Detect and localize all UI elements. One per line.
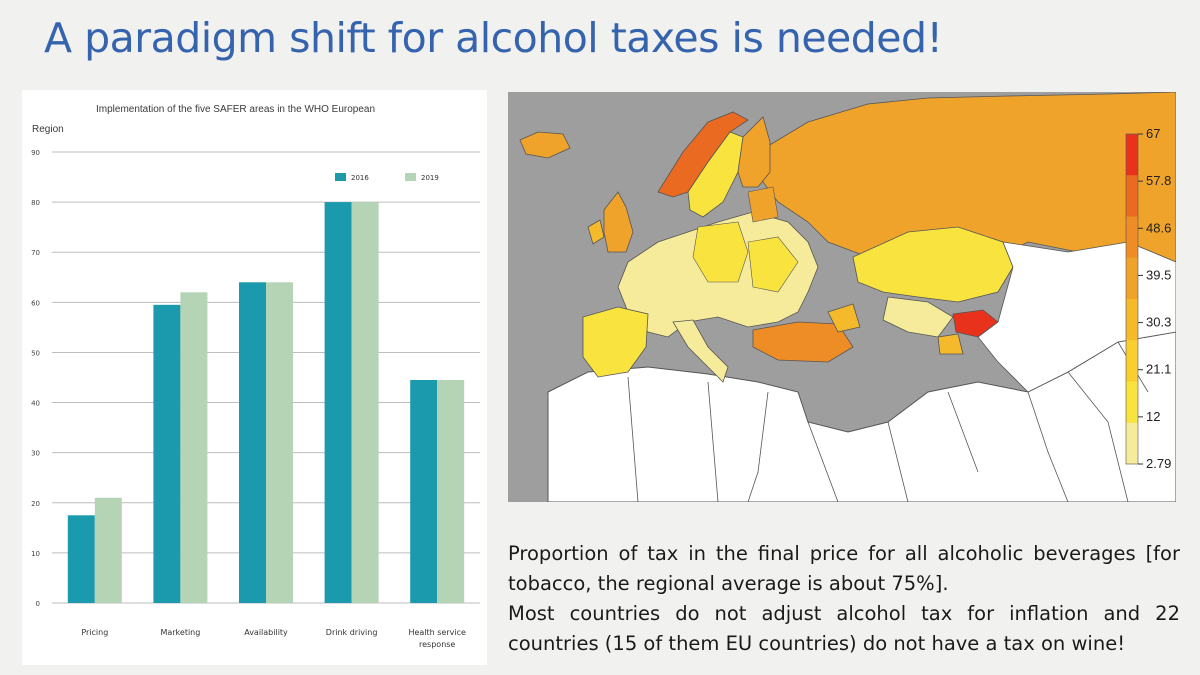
map-region-iberia — [582, 306, 649, 378]
europe-tax-map: 67 57.8 48.6 39.5 30.3 21.1 12 2.79 — [508, 92, 1176, 502]
legend-color-band — [1126, 257, 1138, 300]
legend-label-2019: 2019 — [421, 174, 439, 182]
map-legend: 67 57.8 48.6 39.5 30.3 21.1 12 2.79 — [1125, 126, 1171, 471]
bar-2019-availability — [266, 282, 293, 603]
bar-2016-availability — [239, 282, 266, 603]
legend-color-band — [1126, 381, 1138, 424]
y-tick-label: 0 — [36, 600, 40, 608]
bar-2016-pricing — [67, 515, 95, 603]
caption-line2: Most countries do not adjust alcohol tax… — [508, 602, 1180, 655]
legend-color-band — [1126, 299, 1138, 341]
bar-2019-health-service-response — [437, 380, 465, 603]
legend-color-band — [1126, 175, 1138, 217]
bar-2016-marketing — [153, 304, 181, 603]
chart-title-line1: Implementation of the five SAFER areas i… — [96, 104, 375, 115]
slide-title: A paradigm shift for alcohol taxes is ne… — [44, 14, 943, 62]
y-tick-label: 80 — [31, 199, 40, 207]
map-region-baltic — [747, 186, 779, 223]
legend-label-2016: 2016 — [351, 174, 369, 182]
legend-value-label: 21.1 — [1146, 362, 1171, 377]
map-region-russia — [757, 92, 1176, 263]
bar-2016-drink-driving — [324, 202, 352, 603]
legend-value-label: 2.79 — [1146, 456, 1171, 471]
safer-bar-chart: Implementation of the five SAFER areas i… — [22, 90, 487, 665]
legend-frame — [1125, 133, 1139, 465]
legend-value-label: 39.5 — [1146, 267, 1171, 282]
map-region-kazakhstan — [852, 226, 1014, 303]
map-region-caucasus — [827, 303, 861, 333]
legend-value-label: 30.3 — [1146, 315, 1171, 330]
x-tick-label: Marketing — [160, 628, 200, 637]
bar-2019-drink-driving — [351, 202, 379, 603]
y-tick-label: 40 — [31, 400, 40, 408]
legend-color-band — [1126, 216, 1138, 259]
caption: Proportion of tax in the final price for… — [508, 539, 1180, 659]
legend-value-label: 12 — [1146, 409, 1160, 424]
x-tick-label: Health service — [408, 628, 466, 637]
y-tick-label: 90 — [31, 149, 40, 157]
map-region-finland — [737, 116, 771, 188]
y-tick-label: 10 — [31, 550, 40, 558]
bar-2019-pricing — [94, 497, 122, 603]
y-tick-label: 20 — [31, 500, 40, 508]
x-tick-label: Pricing — [81, 628, 108, 637]
map-region-iceland — [519, 131, 571, 159]
map-region-tajikistan — [937, 333, 964, 355]
map-region-italy — [672, 319, 729, 383]
x-tick-label: Drink driving — [326, 628, 378, 637]
x-tick-label: Availability — [244, 628, 288, 637]
y-tick-label: 60 — [31, 299, 40, 307]
x-tick-label: response — [419, 640, 455, 649]
y-tick-label: 50 — [31, 349, 40, 357]
legend-color-band — [1126, 340, 1138, 382]
legend-swatch-2016 — [335, 173, 346, 181]
chart-title-line2: Region — [32, 124, 64, 135]
y-tick-label: 70 — [31, 249, 40, 257]
map-region-turkey — [752, 321, 854, 363]
legend-color-band — [1126, 422, 1138, 465]
legend-color-band — [1126, 134, 1138, 176]
caption-line1: Proportion of tax in the final price for… — [508, 542, 1180, 595]
legend-value-label: 57.8 — [1146, 173, 1171, 188]
legend-value-label: 67 — [1146, 126, 1160, 141]
legend-swatch-2019 — [405, 173, 416, 181]
bar-2019-marketing — [180, 292, 208, 603]
map-region-uk — [603, 191, 634, 253]
map-region-africa — [547, 331, 1176, 502]
map-region-norway — [657, 111, 749, 198]
map-region-ireland — [587, 219, 605, 245]
y-tick-label: 30 — [31, 450, 40, 458]
bar-2016-health-service-response — [410, 380, 438, 603]
legend-value-label: 48.6 — [1146, 220, 1171, 235]
map-region-central-europe — [692, 221, 799, 293]
